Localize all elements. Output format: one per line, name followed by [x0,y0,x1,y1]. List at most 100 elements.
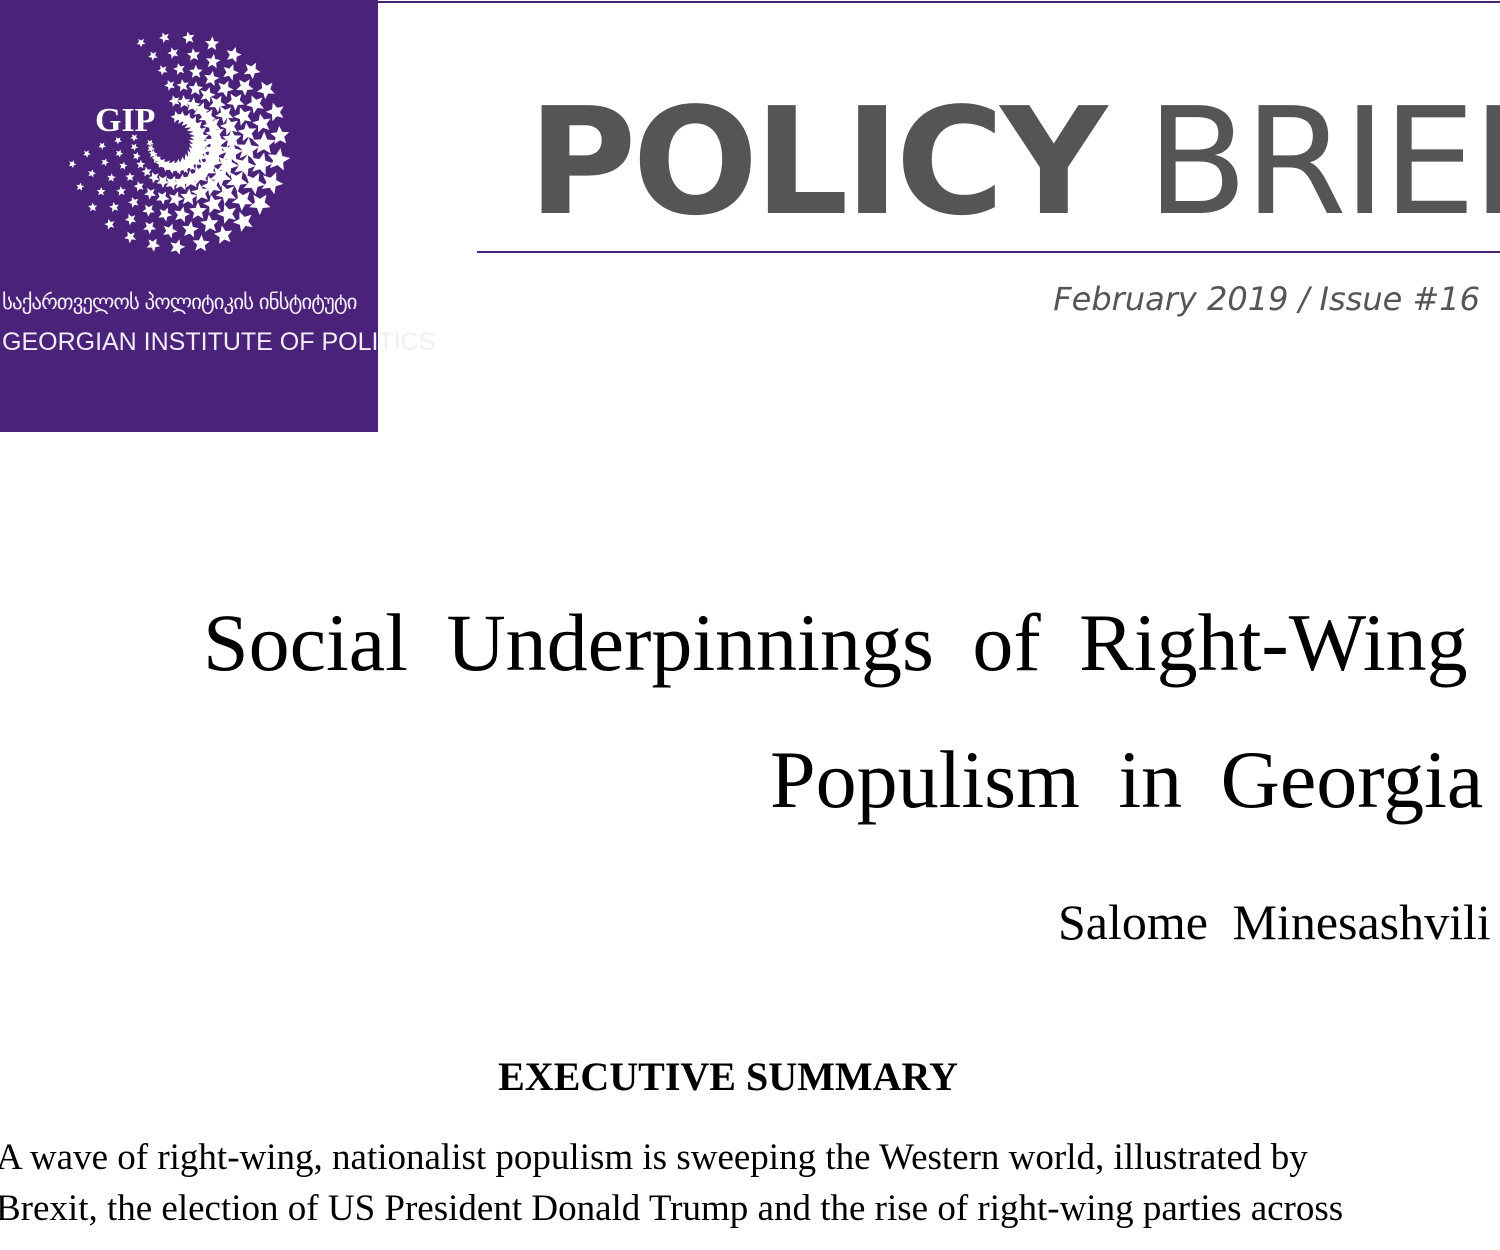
star-shape [220,140,243,163]
star-shape [270,125,290,145]
star-shape [96,187,106,196]
star-shape [189,202,207,219]
star-shape [193,102,210,119]
star-shape [202,116,221,135]
org-name-georgian: საქართველოს პოლიტიკის ინსტიტუტი [2,290,358,314]
star-shape [146,238,161,252]
star-shape [130,143,139,151]
star-shape [200,214,219,233]
star-shape [243,172,266,195]
series-title-bold: POLICY [528,76,1107,248]
star-shape [125,172,135,181]
star-shape [252,113,271,133]
star-shape [226,46,242,63]
star-shape [165,175,180,191]
star-shape [146,139,154,147]
star-shape [233,107,252,126]
star-shape [76,182,85,191]
star-shape [200,87,216,103]
star-shape [219,116,238,136]
org-name-english: GEORGIAN INSTITUTE OF POLITICS [2,328,436,356]
body-line: Brexit, the election of US President Don… [0,1188,1344,1229]
star-shape [198,109,217,126]
star-shape [237,122,257,142]
star-shape [88,169,96,178]
star-shape [181,170,200,188]
logo-acronym: GIP [95,102,156,139]
star-shape [88,202,98,212]
star-shape [142,204,155,217]
star-shape [115,149,124,158]
star-shape [265,102,284,122]
star-shape [155,157,166,168]
star-shape [168,95,180,107]
star-shape [236,79,254,96]
star-shape [208,95,226,113]
star-shape [170,239,186,255]
star-shape [226,171,248,193]
star-shape [136,159,146,169]
star-shape [177,95,191,108]
author-name: Salome Minesashvili [1058,894,1491,950]
star-shape [215,184,236,205]
star-shape [188,165,208,186]
star-shape [206,53,221,69]
star-shape [223,64,239,81]
star-shape [173,173,191,191]
star-shape [107,173,116,182]
star-shape [217,154,239,177]
star-globe-icon [68,31,291,255]
star-shape [180,188,198,205]
star-shape [104,219,115,230]
star-shape [159,159,172,172]
star-shape [191,183,210,202]
star-shape [68,160,77,168]
star-shape [204,70,220,86]
star-shape [124,213,137,226]
star-shape [83,150,91,158]
star-shape [124,231,137,244]
top-divider [378,1,1500,3]
star-shape [256,81,275,100]
star-shape [185,97,201,112]
star-shape [217,204,236,224]
star-shape [169,191,184,207]
star-shape [148,171,160,184]
document-title-line-1: Social Underpinnings of Right-Wing [203,597,1468,688]
star-shape [210,166,232,188]
star-shape [217,80,234,98]
star-shape [147,144,156,153]
star-shape [188,81,203,96]
star-shape [157,65,168,76]
star-shape [159,32,170,43]
star-shape [236,137,260,160]
star-shape [164,80,175,91]
section-heading: EXECUTIVE SUMMARY [498,1054,958,1099]
star-shape [116,186,126,196]
star-shape [189,64,203,78]
star-shape [163,223,178,239]
star-shape [128,196,139,208]
star-shape [201,175,221,196]
star-shape [234,154,256,177]
star-shape [232,211,253,232]
star-shape [252,131,276,154]
star-shape [133,152,141,161]
star-shape [158,207,173,222]
star-shape [249,194,271,216]
star-shape [222,129,242,148]
star-shape [173,63,185,75]
star-shape [167,47,179,59]
star-shape [119,161,128,170]
star-shape [149,149,158,158]
star-shape [213,225,233,244]
star-shape [169,158,186,175]
star-shape [205,36,220,50]
star-shape [186,48,200,61]
star-shape [136,38,146,48]
gip-logo: GIP საქართველოს პოლიტიკის ინსტიტუტი GEOR… [0,0,435,432]
star-shape [226,93,245,111]
star-shape [205,124,224,143]
